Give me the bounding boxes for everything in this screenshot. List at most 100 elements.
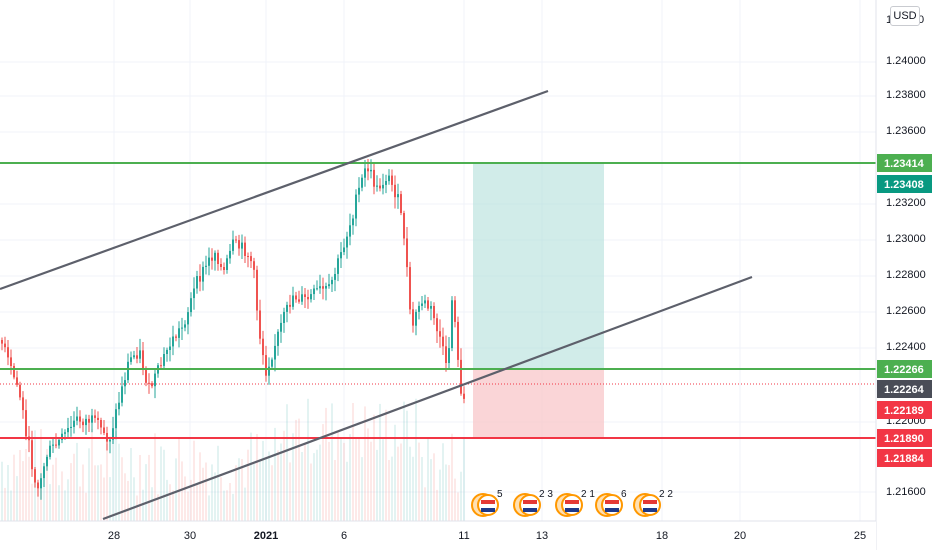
candle-body bbox=[247, 256, 249, 257]
candle-body bbox=[238, 240, 240, 249]
channel-lower-line bbox=[102, 275, 753, 521]
candle-body bbox=[307, 297, 309, 300]
candle-body bbox=[79, 416, 81, 422]
volume-bar bbox=[154, 433, 156, 521]
volume-bar bbox=[295, 419, 297, 521]
candle-body bbox=[199, 276, 201, 282]
time-tick-label: 30 bbox=[184, 530, 196, 542]
volume-bar bbox=[283, 430, 285, 521]
volume-bar bbox=[52, 464, 54, 521]
candle-body bbox=[259, 310, 261, 339]
volume-bar bbox=[31, 483, 33, 521]
candle-body bbox=[76, 416, 78, 421]
candle-body bbox=[409, 267, 411, 310]
volume-bar bbox=[49, 484, 51, 521]
candle-body bbox=[403, 213, 405, 239]
volume-bar bbox=[400, 443, 402, 521]
candle-body bbox=[265, 355, 267, 376]
candle-body bbox=[442, 336, 444, 347]
candle-body bbox=[37, 482, 39, 489]
volume-bar bbox=[361, 457, 363, 521]
volume-bar bbox=[271, 465, 273, 521]
candle-body bbox=[22, 397, 24, 411]
candle-body bbox=[88, 418, 90, 423]
candle-body bbox=[406, 238, 408, 268]
volume-bar bbox=[196, 484, 198, 521]
volume-bar bbox=[133, 477, 135, 521]
price-tag bbox=[877, 429, 932, 447]
profit-zone bbox=[473, 163, 604, 370]
volume-bar bbox=[199, 452, 201, 521]
event-flag-icon[interactable]: 2 1 bbox=[555, 489, 595, 517]
volume-bar bbox=[298, 418, 300, 521]
candle-body bbox=[130, 357, 132, 362]
candle-body bbox=[58, 439, 60, 446]
event-flag-icon[interactable]: 2 2 bbox=[633, 489, 673, 517]
volume-bar bbox=[319, 444, 321, 521]
candle-body bbox=[340, 252, 342, 259]
candle-body bbox=[454, 300, 456, 322]
event-count: 2 2 bbox=[659, 489, 673, 500]
volume-bar bbox=[64, 490, 66, 521]
candle-body bbox=[241, 242, 243, 249]
event-flag-icon[interactable]: 5 bbox=[471, 489, 503, 517]
candle-body bbox=[364, 168, 366, 178]
volume-bar bbox=[343, 442, 345, 521]
candle-body bbox=[388, 175, 390, 182]
long-position-tool bbox=[473, 163, 604, 438]
time-tick-label: 18 bbox=[656, 530, 668, 542]
candle-body bbox=[418, 305, 420, 312]
price-tick-label: 1.22800 bbox=[886, 269, 926, 281]
candle-body bbox=[397, 194, 399, 198]
volume-bar bbox=[346, 461, 348, 521]
candle-body bbox=[148, 382, 150, 384]
volume-bar bbox=[238, 458, 240, 521]
event-flag-icon[interactable]: 6 bbox=[595, 489, 627, 517]
volume-bar bbox=[127, 480, 129, 521]
volume-bar bbox=[259, 461, 261, 521]
volume-bar bbox=[187, 491, 189, 521]
event-flag-icon[interactable]: 2 3 bbox=[513, 489, 553, 517]
candle-body bbox=[196, 276, 198, 289]
volume-bar bbox=[340, 437, 342, 521]
volume-bar bbox=[4, 487, 6, 521]
candle-body bbox=[193, 288, 195, 299]
volume-bar bbox=[202, 467, 204, 521]
volume-bar bbox=[142, 489, 144, 521]
volume-bar bbox=[439, 469, 441, 521]
candle-body bbox=[82, 421, 84, 426]
price-tags: 1.23414 1.23408 1.22266 1.22264 1.22189 1.218… bbox=[877, 154, 932, 467]
volume-bar bbox=[349, 434, 351, 521]
volume-bar bbox=[367, 428, 369, 521]
volume-bar bbox=[25, 449, 27, 521]
volume-bar bbox=[217, 445, 219, 521]
candle-body bbox=[280, 322, 282, 332]
volume-bar bbox=[421, 457, 423, 521]
price-tag-label: 1.22189 bbox=[884, 405, 924, 417]
candle-body bbox=[304, 294, 306, 297]
volume-bar bbox=[415, 398, 417, 521]
volume-bar bbox=[382, 439, 384, 521]
candle-body bbox=[433, 306, 435, 319]
candle-body bbox=[67, 428, 69, 433]
candle-body bbox=[10, 357, 12, 366]
candle-body bbox=[85, 418, 87, 426]
candle-body bbox=[175, 336, 177, 338]
price-tick-label: 1.23000 bbox=[886, 233, 926, 245]
candle-body bbox=[334, 274, 336, 280]
candle-body bbox=[262, 338, 264, 356]
volume-bar bbox=[214, 472, 216, 521]
volume-bar bbox=[220, 477, 222, 521]
candle-body bbox=[244, 242, 246, 256]
volume-bar bbox=[163, 449, 165, 521]
price-tag-label: 1.21884 bbox=[884, 453, 925, 465]
currency-button[interactable]: USD bbox=[890, 6, 920, 26]
volume-bar bbox=[58, 485, 60, 521]
flag-stripe bbox=[605, 504, 619, 508]
price-tag bbox=[877, 401, 932, 419]
time-tick-label: 11 bbox=[458, 530, 469, 542]
volume-bar bbox=[130, 448, 132, 521]
price-tag-label: 1.21890 bbox=[884, 433, 924, 445]
